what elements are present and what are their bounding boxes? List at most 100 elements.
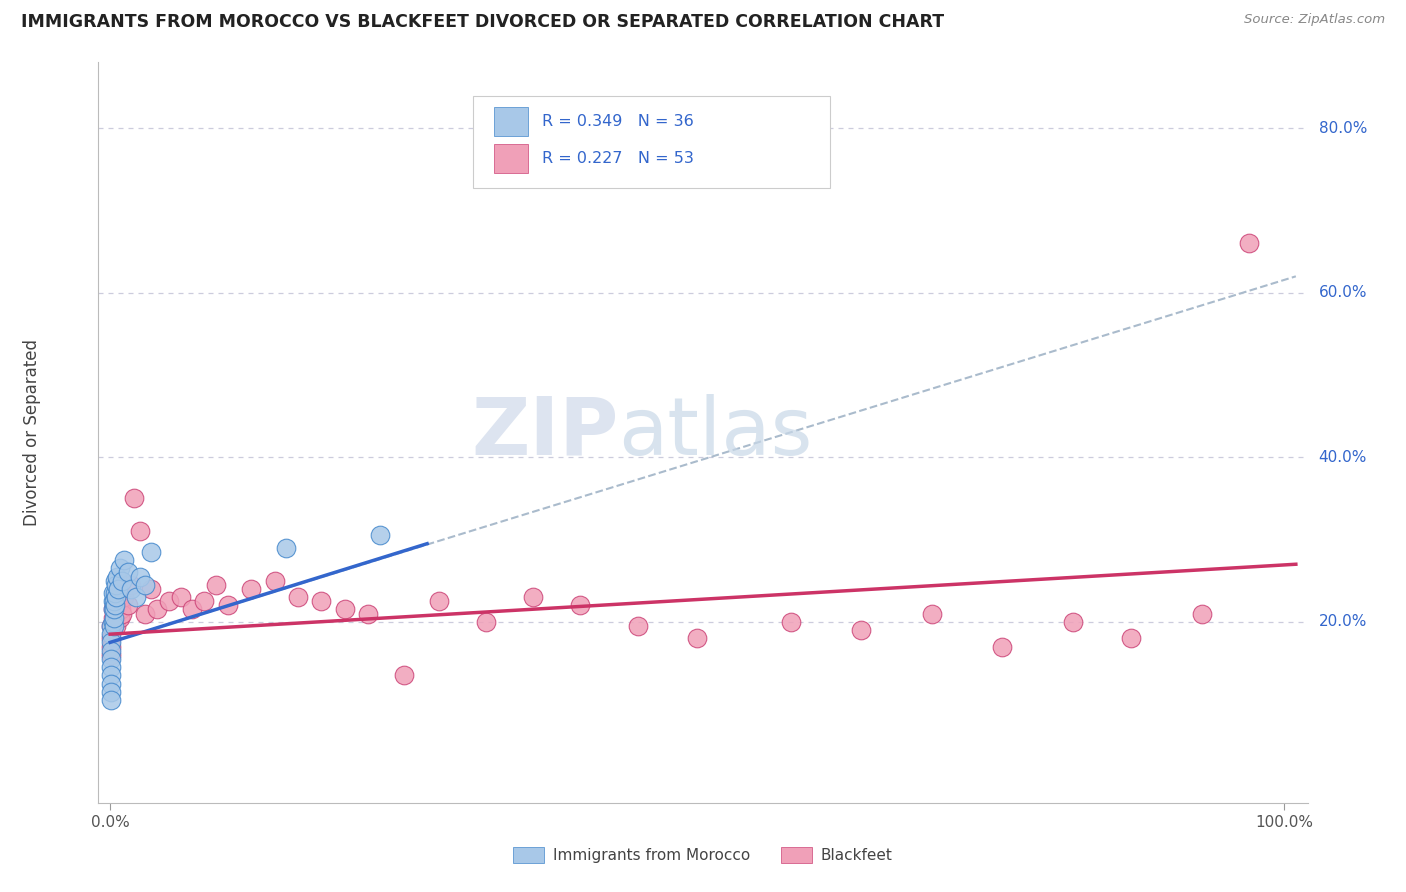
Text: IMMIGRANTS FROM MOROCCO VS BLACKFEET DIVORCED OR SEPARATED CORRELATION CHART: IMMIGRANTS FROM MOROCCO VS BLACKFEET DIV… — [21, 13, 945, 31]
Point — [1237, 236, 1260, 251]
Point — [105, 590, 128, 604]
Point — [104, 586, 127, 600]
Point — [427, 594, 450, 608]
Point — [368, 528, 391, 542]
Point — [101, 602, 124, 616]
Point — [141, 545, 163, 559]
Point — [193, 594, 215, 608]
Point — [112, 553, 135, 567]
Point — [104, 574, 127, 588]
Point — [146, 602, 169, 616]
Point — [104, 590, 127, 604]
Text: R = 0.227   N = 53: R = 0.227 N = 53 — [543, 151, 695, 166]
Point — [107, 599, 129, 613]
Point — [921, 607, 943, 621]
Text: Divorced or Separated: Divorced or Separated — [22, 339, 41, 526]
Legend: Immigrants from Morocco, Blackfeet: Immigrants from Morocco, Blackfeet — [508, 841, 898, 869]
Point — [181, 602, 204, 616]
Point — [276, 541, 298, 555]
Point — [287, 590, 309, 604]
Point — [101, 611, 124, 625]
Point — [111, 607, 134, 621]
Point — [686, 632, 709, 646]
Point — [100, 685, 122, 699]
Point — [100, 619, 122, 633]
Point — [157, 594, 180, 608]
Point — [1062, 615, 1084, 629]
Text: ZIP: ZIP — [471, 393, 619, 472]
Point — [333, 602, 356, 616]
Point — [100, 652, 122, 666]
Point — [128, 569, 150, 583]
Point — [117, 599, 139, 613]
Text: 60.0%: 60.0% — [1319, 285, 1367, 301]
Point — [780, 615, 803, 629]
Point — [103, 599, 125, 613]
Point — [627, 619, 650, 633]
Point — [120, 582, 142, 596]
Text: R = 0.349   N = 36: R = 0.349 N = 36 — [543, 114, 695, 129]
Point — [105, 619, 128, 633]
Point — [134, 607, 156, 621]
Point — [240, 582, 263, 596]
Point — [568, 599, 591, 613]
Point — [357, 607, 380, 621]
Point — [169, 590, 191, 604]
Point — [120, 578, 142, 592]
Point — [101, 594, 124, 608]
Point — [991, 640, 1014, 654]
Point — [475, 615, 498, 629]
Point — [851, 623, 873, 637]
Point — [105, 594, 128, 608]
Point — [100, 660, 122, 674]
Point — [108, 561, 131, 575]
Point — [217, 599, 239, 613]
Point — [110, 602, 132, 616]
Point — [103, 619, 125, 633]
Point — [125, 590, 148, 604]
Point — [522, 590, 544, 604]
Point — [101, 586, 124, 600]
Point — [104, 599, 127, 613]
Point — [117, 566, 139, 580]
Point — [311, 594, 333, 608]
Text: 20.0%: 20.0% — [1319, 615, 1367, 630]
Text: 80.0%: 80.0% — [1319, 120, 1367, 136]
Point — [112, 590, 135, 604]
Point — [100, 676, 122, 690]
Point — [122, 491, 145, 506]
Point — [392, 668, 415, 682]
Point — [101, 615, 124, 629]
FancyBboxPatch shape — [474, 95, 830, 188]
Point — [100, 693, 122, 707]
Point — [107, 582, 129, 596]
Point — [100, 668, 122, 682]
Point — [104, 602, 127, 616]
Point — [100, 643, 122, 657]
Point — [100, 648, 122, 662]
Bar — [494, 144, 527, 173]
Text: Source: ZipAtlas.com: Source: ZipAtlas.com — [1244, 13, 1385, 27]
Text: 40.0%: 40.0% — [1319, 450, 1367, 465]
Point — [100, 627, 122, 641]
Point — [100, 619, 122, 633]
Point — [1191, 607, 1213, 621]
Point — [111, 574, 134, 588]
Point — [103, 602, 125, 616]
Point — [263, 574, 285, 588]
Point — [103, 611, 125, 625]
Point — [108, 611, 131, 625]
Bar — [494, 107, 527, 136]
Point — [100, 640, 122, 654]
Point — [128, 524, 150, 539]
Point — [141, 582, 163, 596]
Point — [105, 607, 128, 621]
Point — [100, 632, 122, 646]
Point — [100, 635, 122, 649]
Point — [134, 578, 156, 592]
Point — [204, 578, 226, 592]
Point — [105, 569, 128, 583]
Text: atlas: atlas — [619, 393, 813, 472]
Point — [101, 602, 124, 616]
Point — [1121, 632, 1143, 646]
